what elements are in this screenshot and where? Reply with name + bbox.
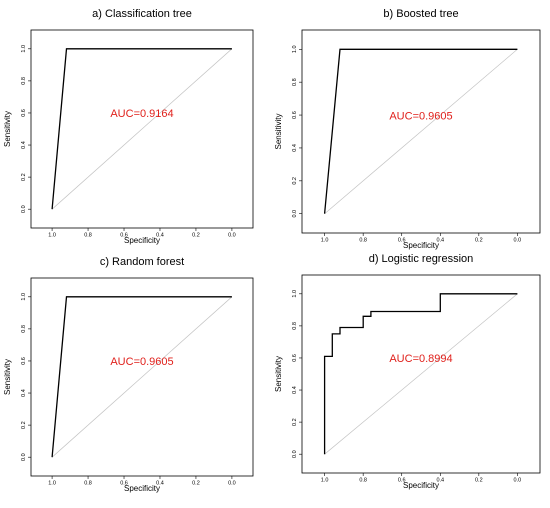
plot-frame: [30, 277, 254, 477]
y-tick-label: 0.6: [21, 109, 27, 117]
y-tick-label: 0.4: [292, 386, 298, 394]
x-tick-label: 0.4: [436, 238, 444, 244]
x-tick-label: 0.0: [228, 233, 236, 239]
x-axis-label: Specificity: [403, 241, 439, 250]
roc-panel-4: d) Logistic regression Sensitivity Specifi…: [274, 253, 541, 490]
y-tick-label: 1.0: [21, 293, 27, 301]
y-tick-label: 0.4: [21, 389, 27, 397]
chart-title: b) Boosted tree: [383, 8, 458, 20]
y-tick-label: 0.0: [21, 453, 27, 461]
x-tick-label: 0.0: [514, 478, 522, 484]
y-tick-label: 0.4: [21, 141, 27, 149]
plot-frame: [30, 29, 254, 229]
x-tick-label: 0.6: [398, 238, 406, 244]
plot-frame: [301, 29, 541, 234]
x-tick-label: 0.4: [436, 478, 444, 484]
y-axis-label: Sensitivity: [3, 359, 12, 395]
x-tick-label: 0.6: [120, 481, 128, 487]
chart-title: a) Classification tree: [92, 8, 192, 20]
y-tick-label: 0.0: [21, 205, 27, 213]
x-axis-label: Specificity: [124, 236, 160, 245]
y-tick-label: 0.6: [292, 354, 298, 362]
y-tick-label: 0.8: [292, 322, 298, 330]
reference-diagonal: [324, 293, 518, 455]
x-tick-label: 0.2: [192, 481, 200, 487]
chart-title: c) Random forest: [100, 256, 184, 268]
x-tick-label: 0.0: [514, 238, 522, 244]
y-tick-label: 0.0: [292, 210, 298, 218]
x-tick-label: 0.8: [359, 478, 367, 484]
reference-diagonal: [324, 49, 518, 214]
plot-frame: [301, 274, 541, 474]
roc-curve: [51, 296, 232, 458]
auc-annotation: AUC=0.9164: [110, 108, 173, 120]
y-axis-label: Sensitivity: [274, 113, 283, 149]
reference-diagonal: [51, 48, 233, 210]
auc-annotation: AUC=0.9605: [110, 356, 173, 368]
y-tick-label: 1.0: [292, 290, 298, 298]
x-tick-label: 0.2: [475, 478, 483, 484]
x-axis-label: Specificity: [124, 484, 160, 493]
y-tick-label: 0.6: [292, 111, 298, 119]
y-tick-label: 1.0: [292, 45, 298, 53]
y-tick-label: 0.2: [292, 418, 298, 426]
y-tick-label: 0.8: [292, 78, 298, 86]
x-tick-label: 0.2: [192, 233, 200, 239]
y-tick-label: 1.0: [21, 45, 27, 53]
roc-panel-3: c) Random forest Sensitivity Specificity 1.…: [3, 256, 254, 493]
auc-annotation: AUC=0.9605: [389, 110, 452, 122]
x-tick-label: 0.8: [84, 481, 92, 487]
roc-curve: [51, 48, 232, 210]
x-tick-label: 0.6: [398, 478, 406, 484]
x-tick-label: 1.0: [321, 478, 329, 484]
y-tick-label: 0.6: [21, 357, 27, 365]
x-tick-label: 0.2: [475, 238, 483, 244]
y-tick-label: 0.8: [21, 325, 27, 333]
x-tick-label: 1.0: [321, 238, 329, 244]
x-tick-label: 0.6: [120, 233, 128, 239]
x-tick-label: 1.0: [48, 481, 56, 487]
x-tick-label: 0.0: [228, 481, 236, 487]
x-tick-label: 0.4: [156, 233, 164, 239]
y-tick-label: 0.2: [292, 177, 298, 185]
chart-title: d) Logistic regression: [369, 253, 474, 265]
y-tick-label: 0.4: [292, 144, 298, 152]
x-tick-label: 0.8: [359, 238, 367, 244]
y-tick-label: 0.0: [292, 450, 298, 458]
x-tick-label: 1.0: [48, 233, 56, 239]
reference-diagonal: [51, 296, 233, 458]
roc-curve: [323, 48, 518, 214]
x-tick-label: 0.8: [84, 233, 92, 239]
y-tick-label: 0.8: [21, 77, 27, 85]
y-axis-label: Sensitivity: [3, 111, 12, 147]
x-axis-label: Specificity: [403, 481, 439, 490]
roc-panel-2: b) Boosted tree Sensitivity Specificity 1.0…: [274, 8, 541, 250]
y-tick-label: 0.2: [21, 173, 27, 181]
y-tick-label: 0.2: [21, 421, 27, 429]
y-axis-label: Sensitivity: [274, 356, 283, 392]
roc-curve: [323, 293, 518, 455]
x-tick-label: 0.4: [156, 481, 164, 487]
roc-panel-1: a) Classification tree Sensitivity Specifi…: [3, 8, 254, 245]
auc-annotation: AUC=0.8994: [389, 353, 452, 365]
